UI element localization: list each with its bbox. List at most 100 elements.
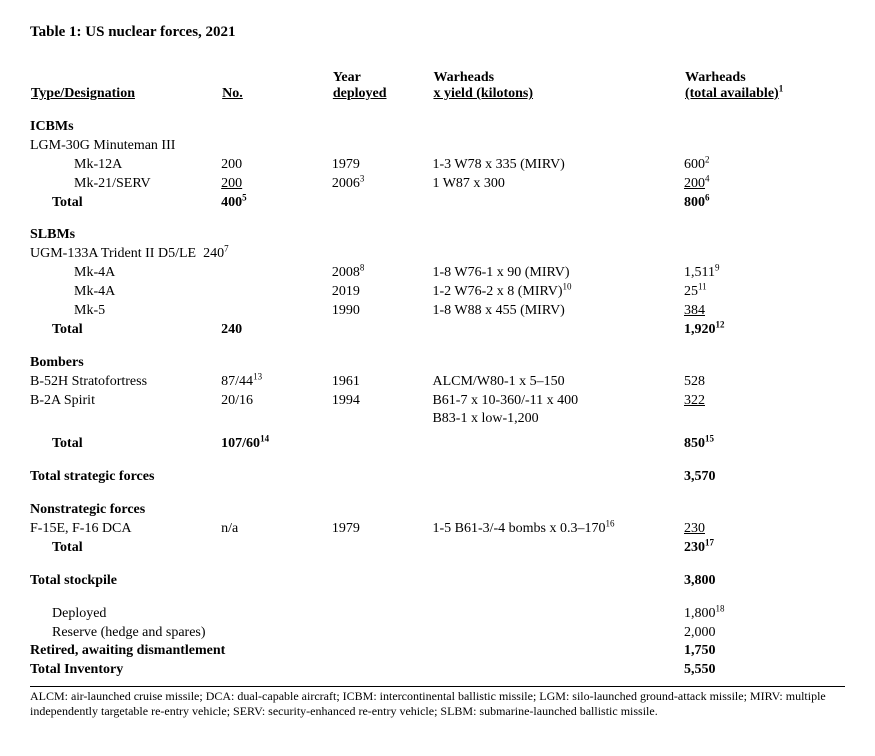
hdr-type: Type/Designation (31, 86, 135, 101)
cell-year: 1994 (332, 392, 433, 411)
forces-table: Type/Designation No. Year deployed Warhe… (30, 69, 845, 680)
cell-yield: 1-8 W88 x 455 (MIRV) (432, 302, 684, 321)
bombers-total-row: Total 107/6014 85015 (30, 435, 845, 454)
cell-total: 1,511 (684, 265, 715, 280)
total-label: Total (30, 539, 221, 558)
cell-total: 384 (684, 303, 705, 318)
inventory-row: Total Inventory 5,550 (30, 661, 845, 680)
cell-yield: 1-5 B61-3/-4 bombs x 0.3–170 (432, 521, 605, 536)
deployed-total-sup: 18 (715, 603, 724, 613)
cell-name: Mk-4A (30, 264, 221, 283)
cell-year-sup: 3 (360, 173, 365, 183)
total-val-sup: 12 (715, 319, 724, 329)
cell-yield: ALCM/W80-1 x 5–150 (432, 373, 684, 392)
retired-row: Retired, awaiting dismantlement 1,750 (30, 642, 845, 661)
icbms-total-row: Total 4005 8006 (30, 194, 845, 213)
deployed-label: Deployed (30, 605, 221, 624)
cell-year-sup: 8 (360, 263, 365, 273)
stockpile-total: 3,800 (684, 572, 845, 591)
bombers-heading: Bombers (30, 354, 221, 373)
stockpile-row: Total stockpile 3,800 (30, 572, 845, 591)
strategic-total: 3,570 (684, 468, 845, 487)
hdr-yield-l1: Warheads (433, 70, 494, 85)
retired-total: 1,750 (684, 642, 845, 661)
cell-year: 1979 (332, 156, 433, 175)
total-val: 850 (684, 436, 705, 451)
total-val: 230 (684, 540, 705, 555)
slbms-platform: UGM-133A Trident II D5/LE (30, 246, 196, 261)
cell-yield-sup: 10 (563, 281, 572, 291)
total-val-sup: 15 (705, 434, 714, 444)
reserve-label: Reserve (hedge and spares) (30, 624, 332, 643)
cell-total-sup: 4 (705, 173, 710, 183)
table-row: B-52H Stratofortress 87/4413 1961 ALCM/W… (30, 373, 845, 392)
cell-year: 2008 (332, 265, 360, 280)
stockpile-label: Total stockpile (30, 572, 221, 591)
reserve-total: 2,000 (684, 624, 845, 643)
cell-no: 200 (221, 156, 332, 175)
strategic-total-row: Total strategic forces 3,570 (30, 468, 845, 487)
cell-no-sup: 13 (253, 371, 262, 381)
table-row: B83-1 x low-1,200 (30, 410, 845, 429)
table-row: Mk-21/SERV 200 20063 1 W87 x 300 2004 (30, 175, 845, 194)
cell-yield-sup: 16 (606, 518, 615, 528)
total-no: 107/60 (221, 436, 260, 451)
cell-total: 322 (684, 393, 705, 408)
table-row: Mk-12A 200 1979 1-3 W78 x 335 (MIRV) 600… (30, 156, 845, 175)
cell-no: n/a (221, 520, 332, 539)
slbms-platform-no-sup: 7 (224, 244, 229, 254)
cell-no: 87/44 (221, 374, 253, 389)
cell-total-sup: 11 (698, 281, 707, 291)
table-row: Mk-4A 20088 1-8 W76-1 x 90 (MIRV) 1,5119 (30, 264, 845, 283)
strategic-label: Total strategic forces (30, 468, 221, 487)
hdr-total-l1: Warheads (685, 70, 746, 85)
cell-year: 2019 (332, 283, 433, 302)
hdr-year-l2: deployed (333, 86, 387, 101)
nonstrategic-total-row: Total 23017 (30, 539, 845, 558)
inventory-total: 5,550 (684, 661, 845, 680)
cell-total: 200 (684, 176, 705, 191)
table-row: Mk-5 1990 1-8 W88 x 455 (MIRV) 384 (30, 302, 845, 321)
hdr-year-l1: Year (333, 70, 361, 85)
cell-no: 200 (221, 176, 242, 191)
cell-year: 1990 (332, 302, 433, 321)
total-label: Total (30, 194, 221, 213)
cell-year: 2006 (332, 176, 360, 191)
icbms-heading: ICBMs (30, 118, 221, 137)
total-no-sup: 14 (260, 434, 269, 444)
cell-year: 1961 (332, 373, 433, 392)
table-row: F-15E, F-16 DCA n/a 1979 1-5 B61-3/-4 bo… (30, 520, 845, 539)
footnote-text: ALCM: air-launched cruise missile; DCA: … (30, 686, 845, 719)
retired-label: Retired, awaiting dismantlement (30, 642, 332, 661)
cell-name: B-2A Spirit (30, 392, 221, 411)
icbms-platform: LGM-30G Minuteman III (30, 137, 221, 156)
slbms-heading: SLBMs (30, 226, 221, 245)
cell-total: 230 (684, 521, 705, 536)
reserve-row: Reserve (hedge and spares) 2,000 (30, 624, 845, 643)
cell-yield: 1-3 W78 x 335 (MIRV) (432, 156, 684, 175)
nonstrategic-heading: Nonstrategic forces (30, 501, 221, 520)
total-val: 800 (684, 195, 705, 210)
cell-yield: B83-1 x low-1,200 (432, 410, 684, 429)
cell-no: 20/16 (221, 392, 332, 411)
hdr-total-l2: (total available) (685, 86, 779, 101)
deployed-total: 1,800 (684, 606, 716, 621)
cell-yield: 1-8 W76-1 x 90 (MIRV) (432, 264, 684, 283)
total-val-sup: 17 (705, 537, 714, 547)
hdr-yield-l2: x yield (kilotons) (433, 86, 533, 101)
cell-yield: 1 W87 x 300 (432, 175, 684, 194)
total-val: 1,920 (684, 322, 716, 337)
total-label: Total (30, 435, 221, 454)
total-no: 400 (221, 195, 242, 210)
cell-name: Mk-4A (30, 283, 221, 302)
inventory-label: Total Inventory (30, 661, 221, 680)
cell-yield: 1-2 W76-2 x 8 (MIRV) (432, 284, 562, 299)
cell-total: 600 (684, 157, 705, 172)
cell-total-sup: 2 (705, 154, 710, 164)
table-row: B-2A Spirit 20/16 1994 B61-7 x 10-360/-1… (30, 392, 845, 411)
cell-total: 528 (684, 373, 845, 392)
cell-name: Mk-5 (30, 302, 221, 321)
table-row: Mk-4A 2019 1-2 W76-2 x 8 (MIRV)10 2511 (30, 283, 845, 302)
cell-name: Mk-21/SERV (30, 175, 221, 194)
slbms-total-row: Total 240 1,92012 (30, 321, 845, 340)
